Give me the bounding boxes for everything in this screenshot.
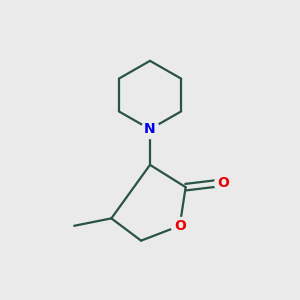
Text: N: N	[144, 122, 156, 136]
Text: O: O	[217, 176, 229, 190]
Text: O: O	[174, 219, 186, 233]
